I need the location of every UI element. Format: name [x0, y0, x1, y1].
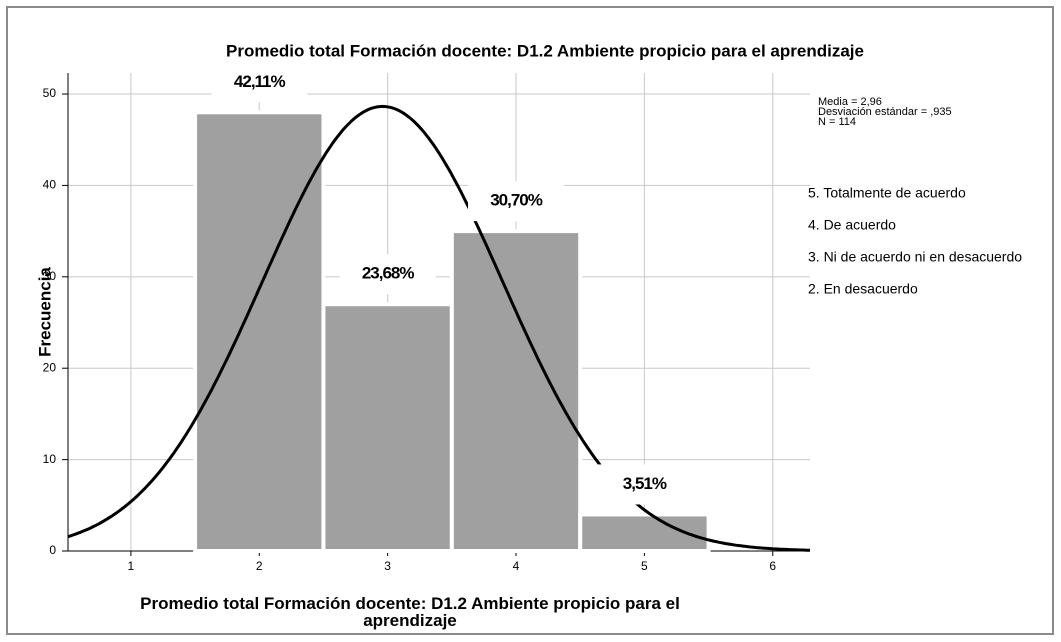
- y-tick-label: 40: [43, 178, 57, 192]
- y-tick-label: 10: [43, 452, 57, 466]
- bar: [193, 110, 326, 553]
- stat-label: Media = 2,96: [818, 96, 882, 108]
- normal-curve: [67, 104, 810, 552]
- label-box: [339, 254, 436, 295]
- x-tick-label: 5: [641, 559, 648, 573]
- annotation: 4. De acuerdo: [808, 217, 896, 233]
- x-tick-label: 2: [256, 559, 263, 573]
- chart-title: Promedio total Formación docente: D1.2 A…: [226, 41, 864, 60]
- frame: [6, 6, 1054, 635]
- x-axis-label: Promedio total Formación docente: D1.2 A…: [140, 594, 680, 630]
- label-box: [596, 464, 693, 505]
- bar: [449, 229, 583, 553]
- y-tick-label: 30: [43, 269, 57, 283]
- y-tick-label: 0: [49, 543, 56, 557]
- stat-label: Desviación estándar = ,935: [818, 106, 952, 118]
- y-tick-label: 20: [43, 360, 57, 374]
- label-box: [468, 181, 565, 222]
- x-tick-label: 3: [384, 559, 391, 573]
- x-tick-label: 4: [513, 559, 520, 573]
- bar: [321, 302, 454, 553]
- annotation: 3. Ni de acuerdo ni en desacuerdo: [808, 249, 1022, 265]
- data-label: 30,70%: [490, 191, 543, 210]
- y-tick-label: 50: [43, 86, 57, 100]
- data-label: 23,68%: [362, 264, 415, 283]
- annotation: 2. En desacuerdo: [808, 281, 918, 297]
- x-tick-label: 6: [769, 559, 776, 573]
- stat-label: N = 114: [818, 116, 856, 128]
- y-axis-label: Frecuencia: [35, 267, 54, 357]
- label-box: [211, 62, 308, 103]
- x-tick-label: 1: [128, 559, 135, 573]
- data-label: 3,51%: [623, 474, 667, 493]
- annotation: 5. Totalmente de acuerdo: [808, 185, 966, 201]
- data-label: 42,11%: [234, 72, 286, 91]
